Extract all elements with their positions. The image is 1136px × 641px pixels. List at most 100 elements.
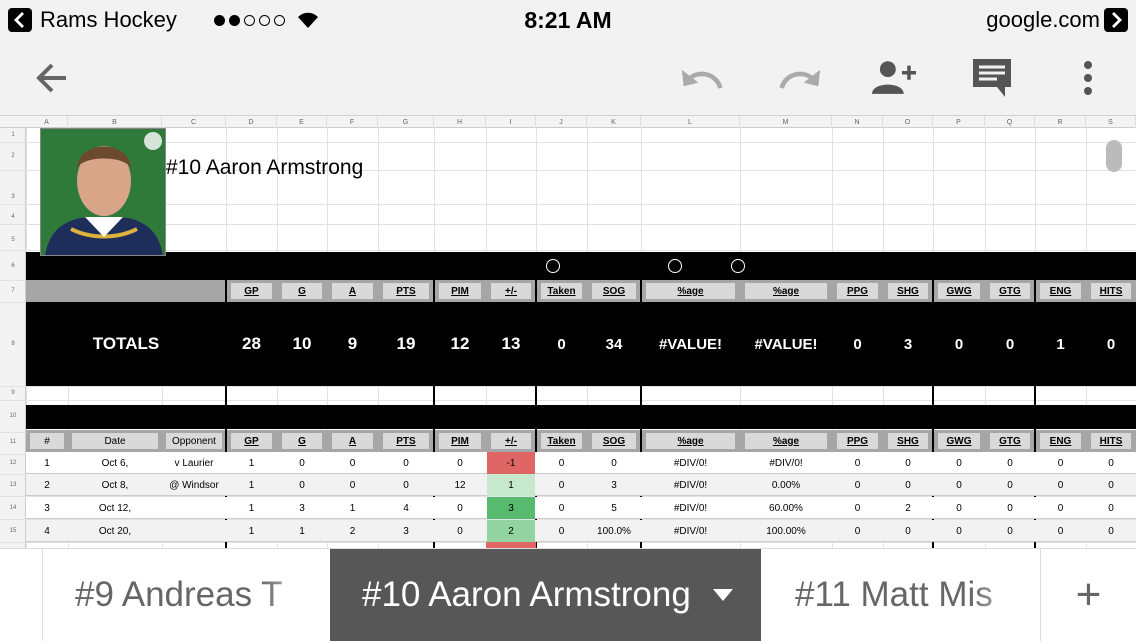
- stat-cell[interactable]: 0: [349, 479, 356, 491]
- column-header[interactable]: B: [68, 116, 162, 128]
- game-column-header[interactable]: #: [30, 433, 64, 449]
- stat-cell[interactable]: 0: [854, 502, 861, 514]
- stat-cell[interactable]: 0: [1007, 525, 1013, 537]
- row-number[interactable]: 12: [9, 460, 17, 466]
- row-number[interactable]: 7: [11, 288, 15, 294]
- stat-cell[interactable]: 1: [248, 479, 255, 491]
- stat-cell[interactable]: 5: [611, 502, 617, 514]
- stat-cell[interactable]: 0.00%: [771, 479, 801, 491]
- stat-column-header[interactable]: %age: [646, 283, 735, 299]
- stat-cell[interactable]: 0: [1057, 457, 1064, 469]
- sheet-tab[interactable]: #9 Andreas T: [42, 549, 330, 641]
- column-header[interactable]: N: [832, 116, 883, 128]
- stat-column-header[interactable]: SOG: [592, 283, 636, 299]
- back-app-name[interactable]: Rams Hockey: [40, 7, 177, 32]
- stat-cell[interactable]: #DIV/0!: [673, 502, 708, 514]
- stat-cell[interactable]: 0: [854, 457, 861, 469]
- stat-cell[interactable]: 0: [299, 457, 305, 469]
- row-number[interactable]: 1: [11, 132, 15, 138]
- stat-cell[interactable]: 4: [403, 502, 409, 514]
- row-number[interactable]: 13: [9, 482, 17, 488]
- stat-cell[interactable]: 0: [1057, 479, 1064, 491]
- stat-cell[interactable]: 3: [299, 502, 305, 514]
- stat-cell[interactable]: 0: [1057, 502, 1064, 514]
- column-header[interactable]: F: [327, 116, 378, 128]
- stat-column-header[interactable]: +/-: [491, 283, 531, 299]
- stat-cell[interactable]: 100.00%: [766, 525, 806, 537]
- stat-column-header[interactable]: PTS: [383, 433, 429, 449]
- row-number[interactable]: 5: [11, 237, 15, 243]
- back-to-app-icon[interactable]: [8, 8, 32, 32]
- undo-icon[interactable]: [680, 58, 724, 98]
- game-cell[interactable]: 4: [44, 525, 50, 537]
- stat-cell[interactable]: 2: [349, 525, 356, 537]
- stat-cell[interactable]: 0: [905, 457, 911, 469]
- stat-column-header[interactable]: PTS: [383, 283, 429, 299]
- stat-cell[interactable]: 0: [457, 525, 463, 537]
- stat-cell[interactable]: 0: [1108, 502, 1114, 514]
- column-header[interactable]: D: [226, 116, 277, 128]
- row-number[interactable]: 15: [9, 528, 17, 534]
- stat-column-header[interactable]: G: [282, 283, 322, 299]
- row-number[interactable]: 11: [9, 439, 17, 445]
- stat-cell[interactable]: #DIV/0!: [769, 457, 803, 469]
- dropdown-arrow-icon[interactable]: [712, 589, 733, 601]
- stat-cell[interactable]: 0: [611, 457, 617, 469]
- column-header[interactable]: L: [641, 116, 740, 128]
- game-column-header[interactable]: Opponent: [166, 433, 222, 449]
- column-header[interactable]: O: [883, 116, 933, 128]
- stat-cell[interactable]: #DIV/0!: [673, 525, 708, 537]
- stat-cell[interactable]: 0: [1007, 502, 1013, 514]
- stat-cell[interactable]: 0: [299, 479, 305, 491]
- column-header[interactable]: H: [434, 116, 486, 128]
- stat-column-header[interactable]: GTG: [990, 283, 1030, 299]
- stat-cell[interactable]: 1: [349, 502, 356, 514]
- stat-cell[interactable]: 3: [487, 497, 535, 519]
- stat-column-header[interactable]: A: [332, 433, 373, 449]
- column-header[interactable]: E: [277, 116, 327, 128]
- game-cell[interactable]: 1: [44, 457, 50, 469]
- stat-cell[interactable]: 0: [956, 457, 962, 469]
- stat-cell[interactable]: 100.0%: [597, 525, 631, 537]
- back-arrow-icon[interactable]: [30, 58, 74, 98]
- stat-column-header[interactable]: ENG: [1040, 283, 1081, 299]
- stat-cell[interactable]: 1: [248, 502, 255, 514]
- stat-column-header[interactable]: GWG: [938, 283, 980, 299]
- stat-cell[interactable]: 0: [1108, 457, 1114, 469]
- stat-cell[interactable]: 0: [457, 502, 463, 514]
- vertical-scrollbar[interactable]: [1106, 140, 1122, 172]
- stat-column-header[interactable]: Taken: [541, 283, 582, 299]
- spreadsheet-grid[interactable]: A B C D E F G H I J K L M N O P Q R S 1 2 3 4 5 6 7 8 9 10 11 12 13 14 15…: [0, 116, 1136, 548]
- stat-column-header[interactable]: Taken: [541, 433, 582, 449]
- stat-column-header[interactable]: SHG: [888, 283, 928, 299]
- stat-cell[interactable]: 0: [905, 525, 911, 537]
- stat-cell[interactable]: 0: [403, 457, 409, 469]
- column-header[interactable]: K: [587, 116, 641, 128]
- stat-cell[interactable]: 0: [956, 525, 962, 537]
- stat-column-header[interactable]: PIM: [439, 433, 481, 449]
- stat-column-header[interactable]: PPG: [837, 433, 878, 449]
- column-header[interactable]: S: [1086, 116, 1136, 128]
- column-header[interactable]: A: [26, 116, 68, 128]
- stat-column-header[interactable]: SOG: [592, 433, 636, 449]
- column-header[interactable]: Q: [985, 116, 1035, 128]
- stat-column-header[interactable]: PPG: [837, 283, 878, 299]
- stat-cell[interactable]: 0: [1108, 525, 1114, 537]
- add-person-icon[interactable]: [872, 58, 916, 98]
- game-cell[interactable]: [162, 497, 226, 519]
- row-number[interactable]: 2: [11, 153, 15, 159]
- stat-column-header[interactable]: +/-: [491, 433, 531, 449]
- stat-column-header[interactable]: GP: [231, 283, 272, 299]
- stat-cell[interactable]: 60.00%: [769, 502, 803, 514]
- game-column-header[interactable]: Date: [72, 433, 158, 449]
- stat-cell[interactable]: 1: [248, 457, 255, 469]
- game-cell[interactable]: Oct 20,: [98, 525, 132, 537]
- game-cell[interactable]: [162, 520, 226, 542]
- column-header[interactable]: I: [486, 116, 536, 128]
- sheet-tab[interactable]: #11 Matt Mis: [761, 549, 1041, 641]
- stat-column-header[interactable]: GP: [231, 433, 272, 449]
- column-header[interactable]: G: [378, 116, 434, 128]
- column-header[interactable]: R: [1035, 116, 1086, 128]
- row-number[interactable]: 4: [11, 214, 15, 220]
- stat-column-header[interactable]: HITS: [1091, 283, 1131, 299]
